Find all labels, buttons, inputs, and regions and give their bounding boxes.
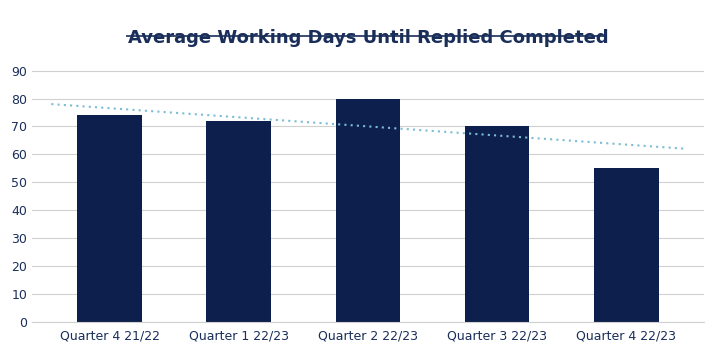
Title: Average Working Days Until Replied Completed: Average Working Days Until Replied Compl… [127, 29, 608, 47]
Bar [77, 115, 142, 321]
Bar [335, 98, 400, 321]
Bar [465, 126, 529, 321]
Bar [594, 168, 659, 321]
Bar [207, 121, 271, 321]
